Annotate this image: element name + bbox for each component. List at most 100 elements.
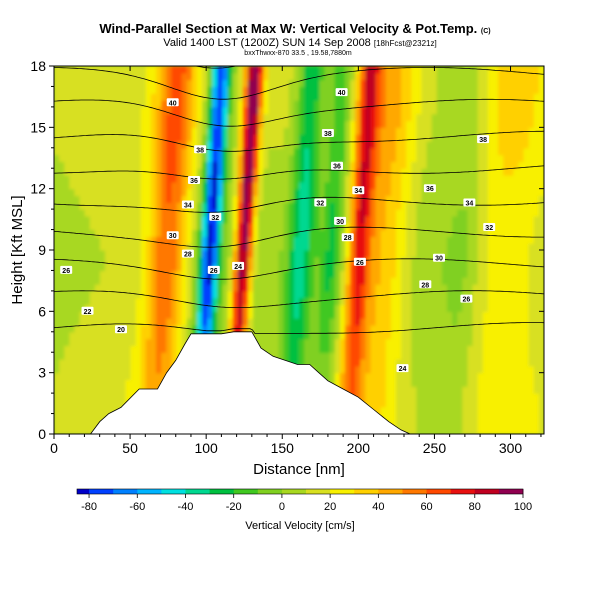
field-cell [145,263,152,272]
field-cell [74,250,81,258]
field-cell [99,331,106,340]
field-cell [416,406,423,415]
field-cell [207,72,213,81]
field-cell [375,365,382,374]
field-cell [278,290,285,299]
field-cell [355,106,361,115]
field-cell [416,134,423,142]
field-cell [482,161,489,169]
field-cell [360,311,366,319]
field-cell [196,297,203,306]
field-cell [324,140,331,149]
field-cell [278,72,285,81]
field-cell [508,181,514,190]
field-cell [84,324,91,333]
field-cell [166,168,172,176]
field-cell [390,352,397,360]
field-cell [355,209,361,217]
field-cell [222,134,229,142]
field-cell [508,406,514,415]
field-cell [304,140,310,149]
field-cell [498,372,504,381]
field-cell [202,304,208,312]
field-cell [166,72,172,81]
field-cell [253,250,259,258]
field-cell [156,318,162,326]
field-cell [156,290,162,299]
field-cell [329,277,336,285]
field-cell [268,338,275,346]
field-cell [350,120,356,128]
field-cell [263,338,269,346]
field-cell [319,338,326,346]
field-cell [436,86,443,94]
field-cell [74,106,81,115]
field-cell [227,256,234,265]
field-cell [457,147,463,156]
field-cell [395,188,402,197]
field-cell [161,79,167,88]
field-cell [273,209,280,217]
field-cell [288,106,295,115]
field-cell [370,243,377,251]
field-cell [79,147,86,156]
field-cell [518,113,525,122]
field-cell [503,393,509,401]
field-cell [401,420,407,428]
field-cell [457,222,463,231]
field-cell [375,181,382,190]
field-cell [472,345,479,353]
field-cell [135,318,142,326]
field-cell [273,338,280,346]
field-cell [513,86,520,94]
field-cell [202,215,208,224]
field-cell [375,297,382,306]
field-cell [411,222,417,231]
field-cell [319,250,326,258]
field-cell [145,79,152,88]
field-cell [191,113,198,122]
field-cell [171,345,178,353]
field-cell [452,113,458,122]
field-cell [247,79,254,88]
field-cell [288,72,295,81]
field-cell [125,209,132,217]
field-cell [145,256,152,265]
field-cell [84,181,91,190]
field-cell [390,324,397,333]
field-cell [395,93,402,101]
field-cell [329,181,336,190]
field-cell [350,386,356,394]
field-cell [360,386,366,394]
field-cell [135,352,142,360]
field-cell [416,93,423,101]
field-cell [431,372,438,381]
field-cell [487,338,494,346]
field-cell [74,127,81,135]
field-cell [273,127,280,135]
field-cell [370,304,377,312]
field-cell [513,147,520,156]
field-cell [171,256,178,265]
field-cell [120,113,127,122]
field-cell [503,345,509,353]
field-cell [365,215,372,224]
field-cell [222,297,229,306]
field-cell [110,270,116,278]
field-cell [237,222,244,231]
field-cell [411,359,417,367]
field-cell [492,352,499,360]
field-cell [212,134,218,142]
field-cell [161,250,167,258]
field-cell [365,372,372,381]
field-cell [176,270,183,278]
field-cell [503,93,509,101]
field-cell [125,263,132,272]
field-cell [518,406,525,415]
field-cell [411,161,417,169]
field-cell [74,345,81,353]
field-cell [278,243,285,251]
field-cell [161,86,167,94]
field-cell [508,331,514,340]
field-cell [171,222,178,231]
